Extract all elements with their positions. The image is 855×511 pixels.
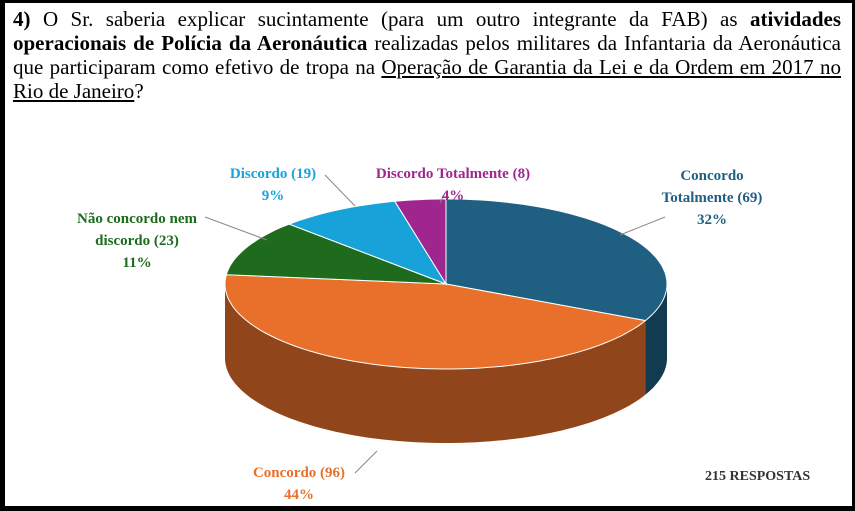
slice xyxy=(225,223,447,285)
label-name: Concordo Totalmente (69) xyxy=(650,165,775,209)
chart xyxy=(204,174,668,474)
question-segment: O Sr. saberia explicar sucintamente (par… xyxy=(30,7,750,31)
category-name: Não concordo nem discordo xyxy=(77,211,197,249)
category-name: Concordo xyxy=(252,465,317,481)
slice xyxy=(445,198,668,322)
count-label: (19) xyxy=(291,166,317,182)
leader-line xyxy=(204,216,268,241)
label-name: Não concordo nem discordo (23) xyxy=(67,208,207,252)
slice-side xyxy=(645,284,667,395)
percentage-label: 32% xyxy=(697,212,727,228)
question-segment: Operação de Garantia da Lei e da Ordem e… xyxy=(13,55,842,103)
slice xyxy=(287,200,448,285)
slice-label: Discordo Totalmente (8) 4% xyxy=(343,163,563,207)
percentage-label: 9% xyxy=(261,188,285,204)
percentage-label: 44% xyxy=(284,487,314,503)
leader-line xyxy=(439,192,446,204)
label-name: Discordo Totalmente (8) xyxy=(343,163,563,185)
label-name: Discordo (19) xyxy=(213,163,333,185)
count-label: (96) xyxy=(320,465,346,481)
question-segment: realizadas pelos militares da Infantaria… xyxy=(13,31,841,79)
slice-shade xyxy=(645,284,667,395)
percentage-label: 4% xyxy=(441,188,465,204)
slice-label: Concordo (96) 44% xyxy=(229,462,369,506)
annotation: 215 RESPOSTAS xyxy=(705,469,811,484)
slice-label: Concordo Totalmente (69) 32% xyxy=(650,165,775,231)
leader-line xyxy=(619,216,666,236)
percentage-label: 11% xyxy=(122,255,152,271)
question-segment: atividades operacionais de Polícia da Ae… xyxy=(13,7,841,55)
slice-label: Discordo (19) 9% xyxy=(213,163,333,207)
label-name: Concordo (96) xyxy=(229,462,369,484)
leader-line xyxy=(324,174,356,207)
category-name: Concordo Totalmente xyxy=(661,168,744,206)
leader-line xyxy=(354,450,378,474)
question: 4) O Sr. saberia explicar sucintamente (… xyxy=(13,7,841,103)
category-name: Discordo Totalmente xyxy=(375,166,509,182)
slice-side xyxy=(225,284,646,443)
slice-label: Não concordo nem discordo (23) 11% xyxy=(67,208,207,274)
count-label: (69) xyxy=(737,190,763,206)
slice-shade xyxy=(225,284,646,443)
category-name: Discordo xyxy=(229,166,288,182)
slice xyxy=(224,274,647,370)
count-label: (8) xyxy=(512,166,531,182)
question-segment: 4) xyxy=(13,7,31,31)
question-segment: ? xyxy=(134,79,144,103)
count-label: (23) xyxy=(153,233,179,249)
